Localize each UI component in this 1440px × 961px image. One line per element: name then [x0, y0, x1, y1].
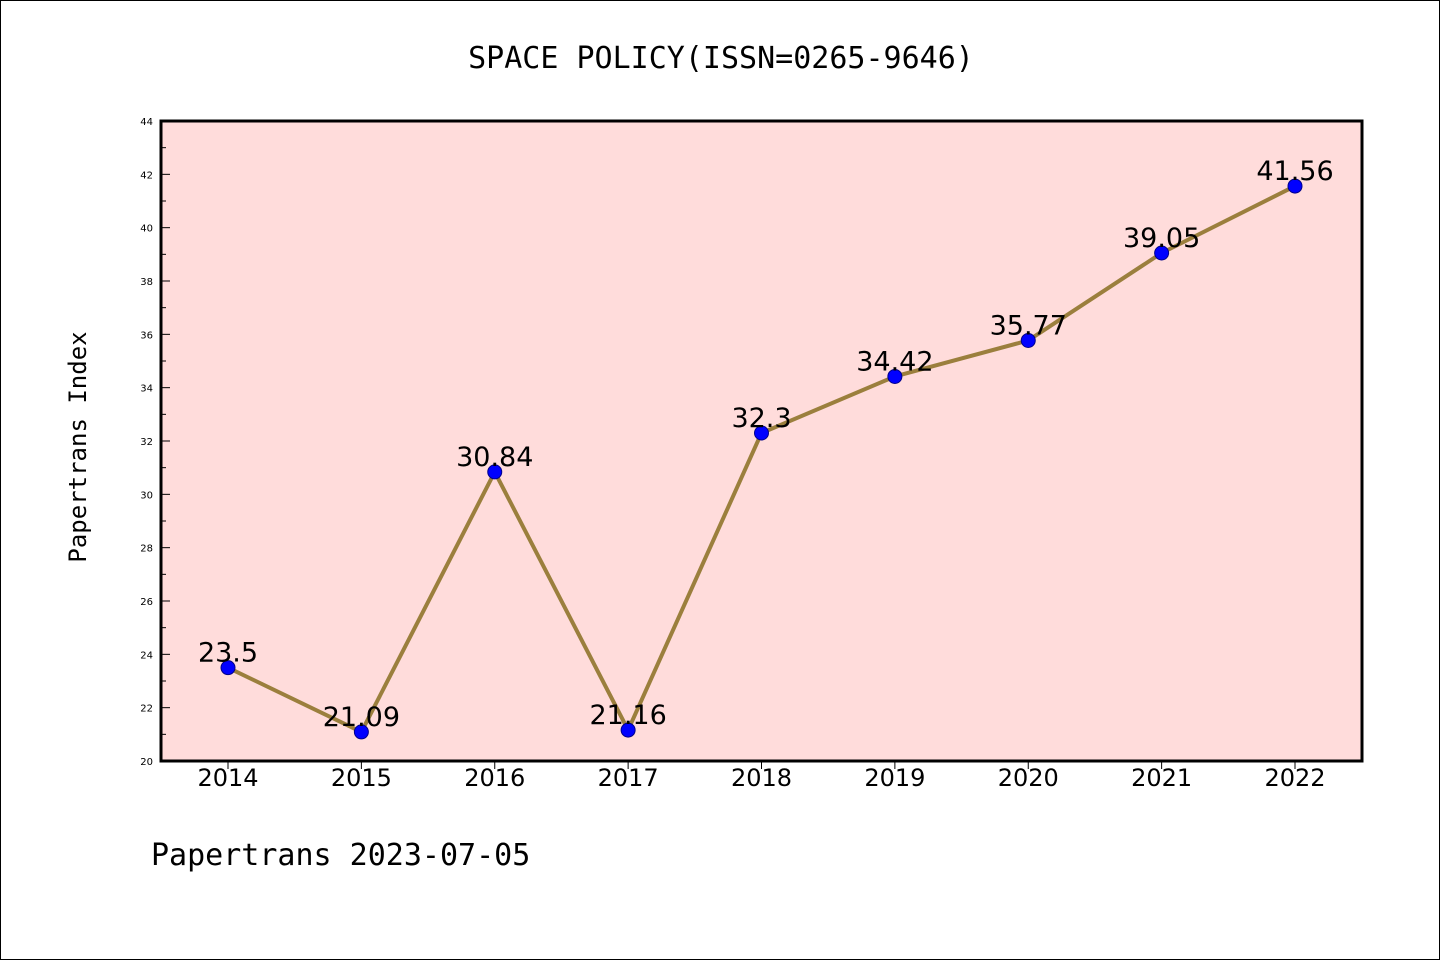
data-label: 35.77: [990, 310, 1067, 341]
data-point: [754, 425, 769, 441]
data-point: [487, 464, 503, 480]
x-tick-label: 2017: [598, 764, 659, 792]
data-label: 21.09: [323, 702, 400, 733]
y-tick-label: 22: [140, 704, 153, 715]
x-tick-label: 2016: [464, 764, 525, 792]
data-label: 34.42: [856, 346, 933, 377]
data-point: [353, 724, 369, 740]
data-labels: 23.5 21.09 30.84 21.16 32.3 34.42 35.77 39.05 41…: [198, 156, 1334, 733]
plot-area: [161, 121, 1362, 761]
data-label: 30.84: [456, 442, 533, 473]
y-tick-label: 28: [140, 544, 153, 555]
data-point: [220, 660, 236, 676]
data-point: [1287, 178, 1303, 194]
x-tick-label: 2015: [331, 764, 392, 792]
x-tick-label: 2018: [731, 764, 792, 792]
y-tick-label: 38: [140, 277, 153, 288]
y-tick-label: 40: [140, 224, 153, 235]
plot-border: [159, 119, 1364, 763]
data-point: [887, 368, 903, 384]
y-tick-label: 20: [140, 757, 153, 768]
x-tick-label: 2022: [1264, 764, 1325, 792]
y-tick-label: 26: [140, 597, 153, 608]
data-label: 32.3: [731, 403, 791, 434]
data-label: 39.05: [1123, 223, 1200, 254]
y-axis-title: Papertrans Index: [64, 331, 92, 562]
data-point: [1020, 332, 1036, 348]
x-tick-label: 2020: [998, 764, 1059, 792]
data-point: [1154, 245, 1170, 261]
chart-title: SPACE POLICY(ISSN=0265-9646): [468, 41, 974, 76]
y-tick-label: 42: [140, 170, 153, 181]
data-label: 21.16: [589, 700, 666, 731]
x-tick-label: 2019: [864, 764, 925, 792]
series-markers: [220, 178, 1303, 740]
y-tick-label: 24: [140, 650, 153, 661]
data-label: 41.56: [1256, 156, 1333, 187]
x-tick-label: 2014: [197, 764, 258, 792]
y-tick-label: 32: [140, 437, 153, 448]
x-axis-ticks: 2014 2015 2016 2017 2018 2019 2020 2021 2022: [197, 761, 1326, 792]
y-tick-label: 44: [140, 117, 153, 128]
data-point: [620, 722, 636, 738]
x-tick-label: 2021: [1131, 764, 1192, 792]
y-tick-label: 30: [140, 490, 153, 501]
y-tick-label: 34: [140, 384, 153, 395]
y-axis-ticks: 20 22 24 26 28 30 32 34 36 38 40 42 44: [140, 117, 170, 768]
data-label: 23.5: [198, 638, 258, 669]
y-tick-label: 36: [140, 330, 153, 341]
footer-note: Papertrans 2023-07-05: [151, 838, 530, 873]
